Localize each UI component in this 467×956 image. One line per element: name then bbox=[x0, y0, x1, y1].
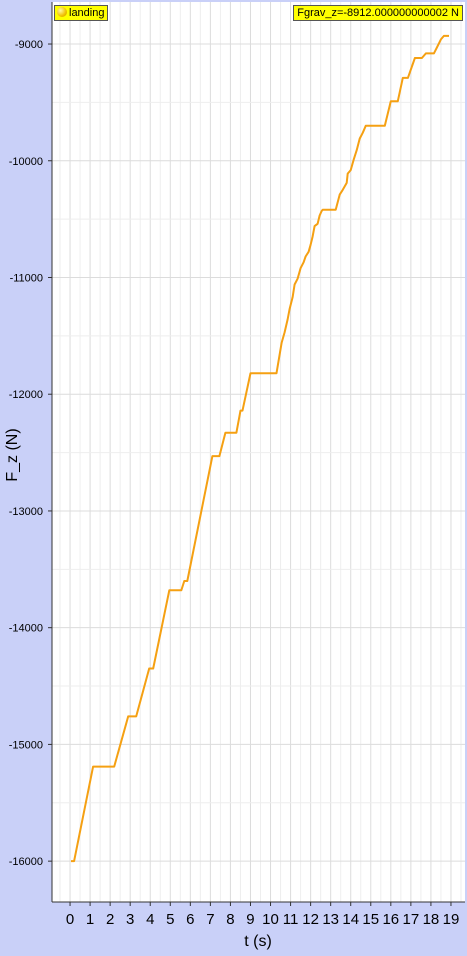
y-tick-label: -15000 bbox=[9, 739, 43, 751]
x-tick-label: 13 bbox=[322, 911, 339, 928]
x-tick-label: 10 bbox=[262, 911, 279, 928]
x-tick-label: 14 bbox=[342, 911, 359, 928]
y-tick-label: -10000 bbox=[9, 156, 43, 168]
x-tick-label: 4 bbox=[146, 911, 154, 928]
series-layer bbox=[71, 34, 449, 863]
x-tick-label: 3 bbox=[126, 911, 134, 928]
x-tick-label: 18 bbox=[423, 911, 440, 928]
x-tick-label: 5 bbox=[166, 911, 174, 928]
y-axis-label: F_z (N) bbox=[4, 428, 21, 481]
x-tick-label: 12 bbox=[302, 911, 319, 928]
x-tick-label: 16 bbox=[382, 911, 399, 928]
y-tick-label: -16000 bbox=[9, 856, 43, 868]
orange-dot-icon bbox=[57, 7, 67, 17]
x-tick-label: 9 bbox=[246, 911, 254, 928]
y-tick-label: -13000 bbox=[9, 506, 43, 518]
y-tick-label: -12000 bbox=[9, 389, 43, 401]
fgrav-label: Fgrav_z=-8912.000000000002 N bbox=[297, 7, 459, 19]
y-tick-label: -9000 bbox=[15, 39, 43, 51]
x-tick-label: 15 bbox=[362, 911, 379, 928]
x-tick-label: 8 bbox=[226, 911, 234, 928]
series-line bbox=[71, 34, 449, 863]
x-tick-label: 17 bbox=[403, 911, 420, 928]
axis-layer bbox=[48, 2, 465, 906]
x-tick-label: 1 bbox=[86, 911, 94, 928]
dataset-badge[interactable]: landing bbox=[54, 5, 109, 21]
x-tick-label: 6 bbox=[186, 911, 194, 928]
x-tick-label: 7 bbox=[206, 911, 214, 928]
y-tick-label: -11000 bbox=[10, 272, 43, 284]
x-tick-label: 19 bbox=[443, 911, 460, 928]
x-axis-label: t (s) bbox=[244, 933, 272, 950]
y-tick-label: -14000 bbox=[9, 623, 43, 635]
dataset-label: landing bbox=[69, 7, 105, 19]
grid-layer bbox=[52, 2, 465, 902]
fgrav-badge: Fgrav_z=-8912.000000000002 N bbox=[293, 5, 463, 21]
tick-label-layer: -16000 -15000 -14000 -13000 -12000 -11000 -100… bbox=[9, 39, 460, 928]
plot-area bbox=[52, 2, 465, 902]
x-tick-label: 11 bbox=[283, 911, 299, 928]
x-tick-label: 0 bbox=[66, 911, 74, 928]
x-tick-label: 2 bbox=[106, 911, 114, 928]
